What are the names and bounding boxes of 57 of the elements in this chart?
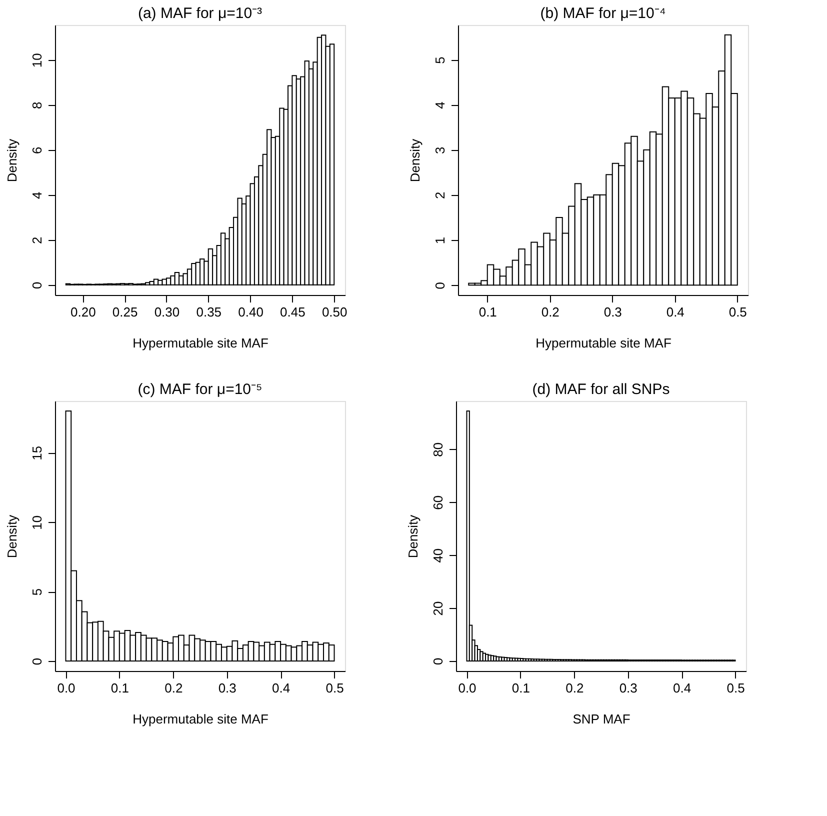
y-axis-title: Density — [406, 514, 420, 558]
x-tick-label: 0.35 — [196, 304, 222, 320]
chart-title: (d) MAF for all SNPs — [532, 381, 670, 398]
y-tick-label: 3 — [432, 146, 448, 154]
chart-title: (b) MAF for μ=10⁻⁴ — [540, 5, 666, 22]
y-tick-label: 0 — [430, 658, 446, 666]
x-tick-label: 0.0 — [458, 680, 476, 696]
x-tick-label: 0.1 — [110, 680, 129, 696]
chart-title: (a) MAF for μ=10⁻³ — [138, 5, 262, 22]
y-tick-label: 4 — [30, 192, 44, 199]
y-tick-label: 0 — [432, 282, 448, 290]
y-tick-label: 40 — [430, 548, 446, 563]
x-tick-label: 0.1 — [512, 680, 530, 696]
chart-title: (c) MAF for μ=10⁻⁵ — [138, 381, 262, 398]
y-tick-label: 5 — [432, 56, 448, 64]
x-tick-label: 0.2 — [566, 680, 584, 696]
x-tick-label: 0.1 — [478, 304, 497, 320]
x-tick-label: 0.25 — [112, 304, 138, 320]
y-tick-label: 10 — [30, 515, 44, 530]
x-tick-label: 0.40 — [238, 304, 264, 320]
x-tick-label: 0.5 — [728, 304, 747, 320]
y-tick-label: 80 — [430, 442, 446, 457]
x-tick-label: 0.3 — [619, 680, 638, 696]
y-tick-label: 2 — [432, 192, 448, 200]
y-tick-label: 5 — [30, 588, 44, 596]
x-axis-title: SNP MAF — [572, 712, 630, 726]
x-tick-label: 0.30 — [154, 304, 180, 320]
x-tick-label: 0.2 — [541, 304, 560, 320]
y-tick-label: 60 — [430, 495, 446, 510]
y-axis-title: Density — [4, 514, 20, 558]
y-tick-label: 0 — [30, 658, 44, 666]
x-tick-label: 0.4 — [673, 680, 692, 696]
x-tick-label: 0.50 — [322, 304, 348, 320]
y-tick-label: 0 — [30, 282, 44, 289]
y-tick-label: 8 — [30, 102, 44, 109]
y-tick-label: 10 — [30, 53, 44, 68]
x-axis-title: Hypermutable site MAF — [132, 712, 268, 726]
x-tick-label: 0.0 — [57, 680, 76, 696]
x-tick-label: 0.2 — [164, 680, 183, 696]
x-tick-label: 0.5 — [726, 680, 745, 696]
x-tick-label: 0.4 — [272, 680, 290, 696]
y-tick-label: 1 — [432, 236, 448, 244]
y-tick-label: 4 — [432, 102, 448, 109]
y-tick-label: 2 — [30, 236, 44, 244]
x-tick-label: 0.3 — [604, 304, 622, 320]
y-tick-label: 6 — [30, 146, 44, 154]
x-tick-label: 0.45 — [280, 304, 306, 320]
x-axis-title: Hypermutable site MAF — [536, 336, 672, 350]
x-tick-label: 0.3 — [218, 680, 236, 696]
y-axis-title: Density — [408, 138, 422, 182]
x-tick-label: 0.20 — [70, 304, 96, 320]
x-axis-title: Hypermutable site MAF — [132, 336, 268, 350]
x-tick-label: 0.4 — [666, 304, 684, 320]
y-axis-title: Density — [4, 138, 20, 182]
y-tick-label: 15 — [30, 446, 44, 460]
y-tick-label: 20 — [430, 601, 446, 616]
x-tick-label: 0.5 — [326, 680, 344, 696]
